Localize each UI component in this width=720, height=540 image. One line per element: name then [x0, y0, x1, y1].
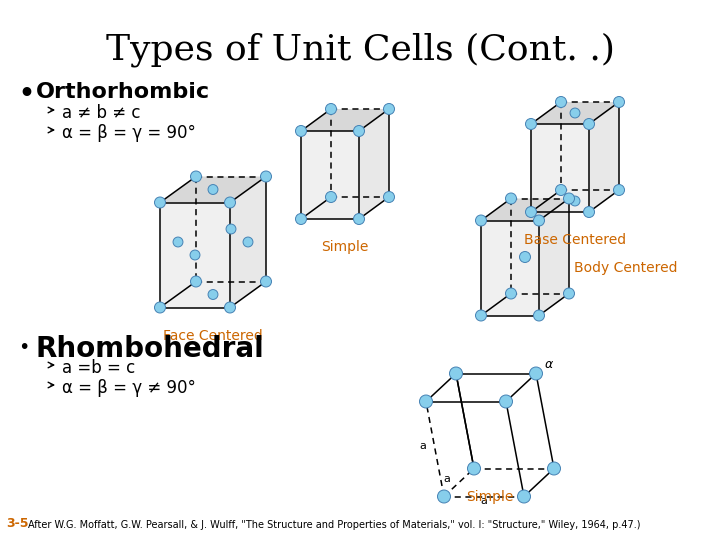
Text: a: a	[480, 496, 487, 507]
Circle shape	[526, 118, 536, 130]
Text: Rhombohedral: Rhombohedral	[36, 335, 265, 363]
Circle shape	[556, 97, 567, 107]
Circle shape	[505, 193, 516, 204]
Text: a =b = c: a =b = c	[62, 359, 135, 377]
Text: 3-5: 3-5	[6, 517, 29, 530]
Circle shape	[226, 224, 236, 234]
Circle shape	[467, 462, 480, 475]
Circle shape	[583, 206, 595, 218]
Circle shape	[173, 237, 183, 247]
Circle shape	[564, 193, 575, 204]
Circle shape	[475, 215, 487, 226]
Circle shape	[190, 250, 200, 260]
Polygon shape	[359, 109, 389, 219]
Text: α = β = γ ≠ 90°: α = β = γ ≠ 90°	[62, 379, 196, 397]
Text: •: •	[18, 338, 30, 357]
Circle shape	[449, 367, 462, 380]
Circle shape	[534, 215, 544, 226]
Circle shape	[261, 276, 271, 287]
Polygon shape	[531, 102, 619, 124]
Circle shape	[384, 192, 395, 202]
Circle shape	[613, 97, 624, 107]
Circle shape	[534, 310, 544, 321]
Circle shape	[208, 185, 218, 194]
Text: Simple: Simple	[321, 240, 369, 254]
Polygon shape	[301, 131, 359, 219]
Circle shape	[475, 310, 487, 321]
Circle shape	[583, 118, 595, 130]
Text: Types of Unit Cells (Cont. .): Types of Unit Cells (Cont. .)	[106, 32, 614, 66]
Circle shape	[225, 302, 235, 313]
Text: •: •	[18, 82, 34, 106]
Polygon shape	[531, 124, 589, 212]
Circle shape	[325, 192, 336, 202]
Circle shape	[225, 197, 235, 208]
Circle shape	[354, 125, 364, 137]
Circle shape	[354, 213, 364, 225]
Circle shape	[570, 108, 580, 118]
Circle shape	[325, 104, 336, 114]
Circle shape	[191, 171, 202, 182]
Circle shape	[564, 288, 575, 299]
Text: Body Centered: Body Centered	[574, 261, 678, 275]
Circle shape	[295, 125, 307, 137]
Circle shape	[261, 171, 271, 182]
Circle shape	[438, 490, 451, 503]
Circle shape	[420, 395, 433, 408]
Text: $\alpha$: $\alpha$	[544, 359, 554, 372]
Polygon shape	[481, 199, 569, 220]
Text: Orthorhombic: Orthorhombic	[36, 82, 210, 102]
Polygon shape	[481, 220, 539, 315]
Circle shape	[547, 462, 560, 475]
Polygon shape	[589, 102, 619, 212]
Text: a ≠ b ≠ c: a ≠ b ≠ c	[62, 104, 140, 122]
Circle shape	[155, 197, 166, 208]
Circle shape	[505, 288, 516, 299]
Circle shape	[556, 185, 567, 195]
Circle shape	[500, 395, 513, 408]
Text: α = β = γ = 90°: α = β = γ = 90°	[62, 124, 196, 142]
Circle shape	[570, 196, 580, 206]
Circle shape	[613, 185, 624, 195]
Polygon shape	[301, 109, 389, 131]
Circle shape	[529, 367, 542, 380]
Polygon shape	[160, 202, 230, 307]
Polygon shape	[539, 199, 569, 315]
Text: a: a	[444, 475, 451, 484]
Polygon shape	[160, 177, 266, 202]
Text: a: a	[420, 441, 426, 451]
Circle shape	[295, 213, 307, 225]
Text: After W.G. Moffatt, G.W. Pearsall, & J. Wulff, "The Structure and Properties of : After W.G. Moffatt, G.W. Pearsall, & J. …	[28, 520, 641, 530]
Circle shape	[526, 206, 536, 218]
Text: Simple: Simple	[467, 490, 513, 504]
Circle shape	[384, 104, 395, 114]
Circle shape	[518, 490, 531, 503]
Circle shape	[520, 252, 531, 262]
Circle shape	[191, 276, 202, 287]
Polygon shape	[230, 177, 266, 307]
Text: Face Centered: Face Centered	[163, 328, 263, 342]
Circle shape	[155, 302, 166, 313]
Text: Base Centered: Base Centered	[524, 233, 626, 247]
Circle shape	[243, 237, 253, 247]
Circle shape	[208, 289, 218, 300]
